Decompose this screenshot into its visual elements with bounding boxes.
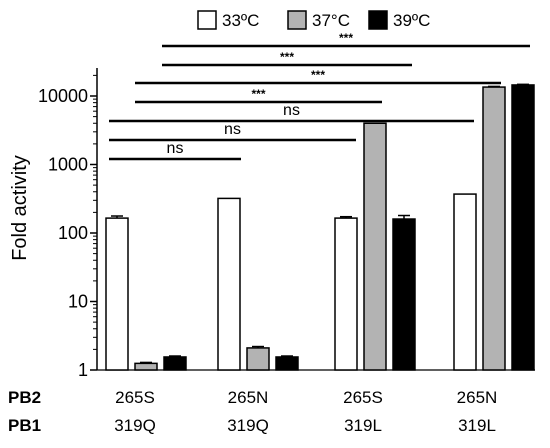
y-tick-label: 100 (58, 223, 88, 243)
category-label-pb2: 265N (228, 388, 269, 407)
legend: 33ºC 37°C 39ºC (197, 10, 430, 30)
legend-label: 33ºC (222, 11, 259, 30)
category-label-pb1: 319Q (227, 416, 269, 435)
category-label-pb1: 319L (344, 416, 382, 435)
bar (217, 197, 241, 371)
category-label-pb1: 319Q (114, 416, 156, 435)
y-tick-label: 1 (78, 360, 88, 380)
category-label-pb1: 319L (458, 416, 496, 435)
category-label-pb2: 265N (457, 388, 498, 407)
bar (275, 356, 299, 371)
significance-brackets: ns ns ns *** *** *** *** (109, 31, 530, 161)
y-tick-label: 10000 (38, 86, 88, 106)
x-category-labels: 265S 319Q 265N 319Q 265S 319L 265N 319L PB2 PB1 (8, 388, 497, 435)
bar (163, 356, 187, 371)
significance-label: *** (339, 31, 353, 45)
bar (482, 86, 506, 371)
category-label-pb2: 265S (343, 388, 383, 407)
row-label-pb2: PB2 (8, 388, 41, 407)
bar (134, 362, 158, 371)
legend-label: 39ºC (393, 11, 430, 30)
bar (392, 218, 416, 371)
significance-label: ns (283, 102, 300, 119)
significance-label: *** (251, 87, 265, 101)
significance-label: *** (311, 68, 325, 82)
category-label-pb2: 265S (115, 388, 155, 407)
bar (453, 193, 477, 371)
bar (105, 217, 129, 371)
y-axis-label: Fold activity (9, 155, 31, 261)
y-tick-label: 1000 (48, 155, 88, 175)
row-label-pb1: PB1 (8, 416, 41, 435)
y-tick-label: 10 (68, 292, 88, 312)
bar (246, 347, 270, 371)
legend-label: 37°C (312, 11, 350, 30)
bar (511, 84, 535, 371)
significance-label: ns (224, 121, 241, 138)
legend-swatch (287, 10, 307, 30)
bars (105, 83, 535, 371)
legend-swatch (197, 10, 217, 30)
legend-swatch (368, 10, 388, 30)
bar (334, 217, 358, 371)
bar (363, 122, 387, 371)
significance-label: *** (280, 50, 294, 64)
significance-label: ns (167, 140, 184, 157)
